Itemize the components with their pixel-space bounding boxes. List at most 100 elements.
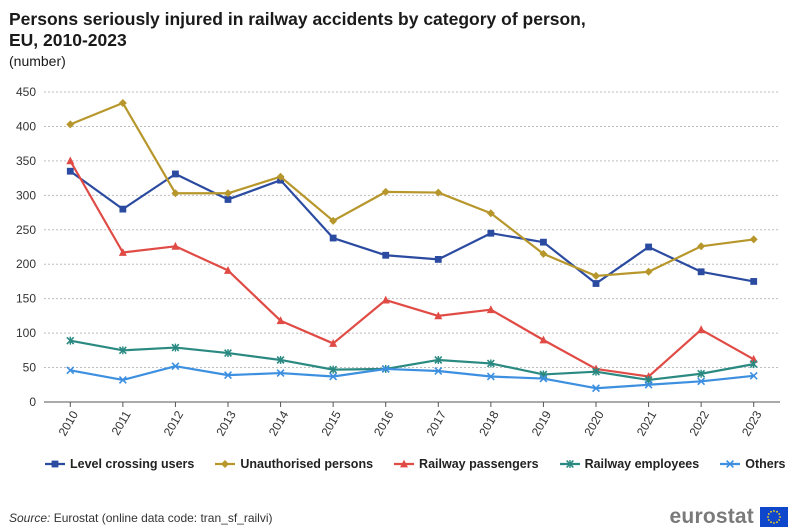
data-point <box>224 189 232 198</box>
y-tick-label: 450 <box>16 85 36 99</box>
data-point <box>66 167 74 175</box>
data-point <box>382 251 390 259</box>
x-tick-label: 2012 <box>161 408 187 438</box>
source-label: Source: <box>9 511 51 525</box>
x-tick-label: 2019 <box>529 408 555 438</box>
data-point <box>592 280 600 287</box>
y-tick-label: 250 <box>16 223 36 237</box>
y-tick-label: 150 <box>16 292 36 306</box>
legend-swatch <box>45 460 65 468</box>
x-tick-label: 2021 <box>634 408 660 438</box>
data-point <box>540 238 547 246</box>
legend-swatch <box>720 460 741 468</box>
legend-marker <box>400 459 409 468</box>
data-point <box>434 311 443 320</box>
data-point <box>434 355 443 364</box>
data-point <box>276 316 285 325</box>
source-note: Source: Eurostat (online data code: tran… <box>9 511 273 525</box>
eu-flag-icon <box>760 507 788 527</box>
chart-title: Persons seriously injured in railway acc… <box>9 9 586 50</box>
data-point <box>329 365 338 374</box>
legend-marker <box>565 460 574 468</box>
data-point <box>224 349 232 358</box>
x-tick-label: 2016 <box>371 408 397 438</box>
data-point <box>749 371 758 380</box>
x-tick-label: 2022 <box>686 408 712 438</box>
x-tick-label: 2018 <box>476 408 502 438</box>
data-point <box>118 248 127 256</box>
data-point <box>329 216 338 225</box>
data-point <box>434 367 443 375</box>
data-point <box>697 369 706 378</box>
data-point <box>486 359 495 368</box>
legend-swatch <box>215 460 236 468</box>
data-point <box>66 366 75 375</box>
x-tick-label: 2013 <box>213 408 239 438</box>
y-tick-label: 200 <box>16 257 36 271</box>
data-point <box>118 375 127 384</box>
data-point <box>329 372 338 381</box>
data-point <box>381 364 390 373</box>
data-point <box>172 170 179 178</box>
x-tick-label: 2014 <box>266 408 292 438</box>
chart-subtitle: (number) <box>9 53 66 69</box>
data-point <box>118 99 127 108</box>
x-tick-label: 2015 <box>318 408 344 438</box>
legend-item: Railway passengers <box>393 457 539 471</box>
legend-label: Level crossing users <box>70 457 195 471</box>
data-point <box>486 372 495 381</box>
data-point <box>697 325 706 334</box>
data-point <box>276 369 285 378</box>
series-line-others <box>70 365 754 390</box>
data-point <box>171 241 180 250</box>
series-line-level-crossing-users <box>69 170 754 285</box>
y-tick-label: 0 <box>29 395 36 409</box>
x-tick-label: 2020 <box>581 408 607 438</box>
data-point <box>486 209 495 218</box>
eurostat-logo-text: eurostat <box>669 505 754 528</box>
x-tick-label: 2023 <box>739 408 765 438</box>
data-point <box>118 346 127 355</box>
data-point <box>329 339 338 347</box>
y-tick-label: 300 <box>16 188 36 202</box>
y-tick-label: 100 <box>16 326 36 340</box>
data-point <box>224 196 232 203</box>
data-point <box>645 243 652 251</box>
data-point <box>749 354 758 363</box>
data-point <box>66 336 75 345</box>
data-point <box>224 266 232 274</box>
x-tick-label: 2011 <box>109 408 134 438</box>
series-line-unauthorised-persons <box>69 101 754 278</box>
data-point <box>66 120 75 129</box>
data-point <box>750 278 758 285</box>
data-point <box>329 234 337 242</box>
data-point <box>697 268 705 276</box>
eurostat-logo: eurostat <box>670 505 788 529</box>
data-point <box>592 271 600 280</box>
series-line-railway-passengers <box>69 160 755 378</box>
legend-marker <box>726 460 735 468</box>
data-point <box>119 205 127 213</box>
data-point <box>381 187 390 196</box>
data-point <box>592 384 600 393</box>
data-point <box>434 188 443 197</box>
legend-label: Others <box>745 457 786 471</box>
data-point <box>487 229 495 237</box>
data-point <box>224 371 232 380</box>
data-point <box>486 305 495 314</box>
legend-label: Railway employees <box>584 457 700 471</box>
data-point <box>644 380 653 389</box>
y-tick-label: 400 <box>16 119 36 133</box>
data-point <box>592 367 600 376</box>
data-point <box>644 267 653 276</box>
legend-swatch <box>394 459 415 468</box>
data-point <box>276 355 285 364</box>
legend-label: Unauthorised persons <box>240 457 374 471</box>
legend-marker <box>51 460 59 468</box>
x-tick-label: 2010 <box>56 408 82 438</box>
chart-legend: Level crossing users Unauthorised persons… <box>44 457 786 471</box>
x-tick-label: 2017 <box>424 408 450 438</box>
y-tick-label: 350 <box>16 154 36 168</box>
data-point <box>171 343 180 352</box>
legend-item: Others <box>719 457 786 471</box>
